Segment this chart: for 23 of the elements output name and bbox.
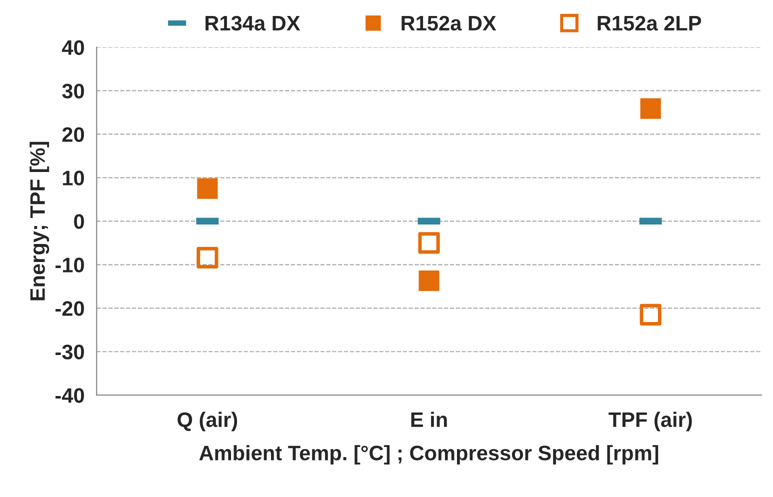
- y-axis-title: Energy; TPF [%]: [30, 142, 50, 300]
- point: [640, 304, 662, 326]
- x-axis-title: Ambient Temp. [°C] ; Compressor Speed [rpm]: [199, 445, 658, 465]
- y-tick-label: -30: [56, 344, 84, 360]
- point: [196, 246, 218, 268]
- point: [197, 178, 218, 199]
- y-tick-label: 10: [62, 170, 84, 186]
- legend-label: R152a DX: [402, 16, 496, 31]
- y-tick-label: -40: [56, 388, 84, 403]
- y-tick-label: -20: [56, 301, 84, 316]
- legend-label: R134a DX: [206, 16, 300, 31]
- point: [418, 270, 440, 292]
- x-tick-label: E in: [411, 412, 447, 427]
- point: [640, 98, 661, 119]
- legend-label: R152a 2LP: [598, 16, 702, 31]
- point: [418, 232, 440, 254]
- x-tick-label: TPF (air): [608, 412, 692, 432]
- y-tick-label: 40: [62, 40, 84, 55]
- y-tick-label: 30: [62, 84, 84, 98]
- y-tick-label: 0: [74, 214, 84, 229]
- y-tick-label: 20: [62, 127, 84, 142]
- y-tick-label: -10: [56, 258, 84, 272]
- x-tick-label: Q (air): [178, 412, 238, 432]
